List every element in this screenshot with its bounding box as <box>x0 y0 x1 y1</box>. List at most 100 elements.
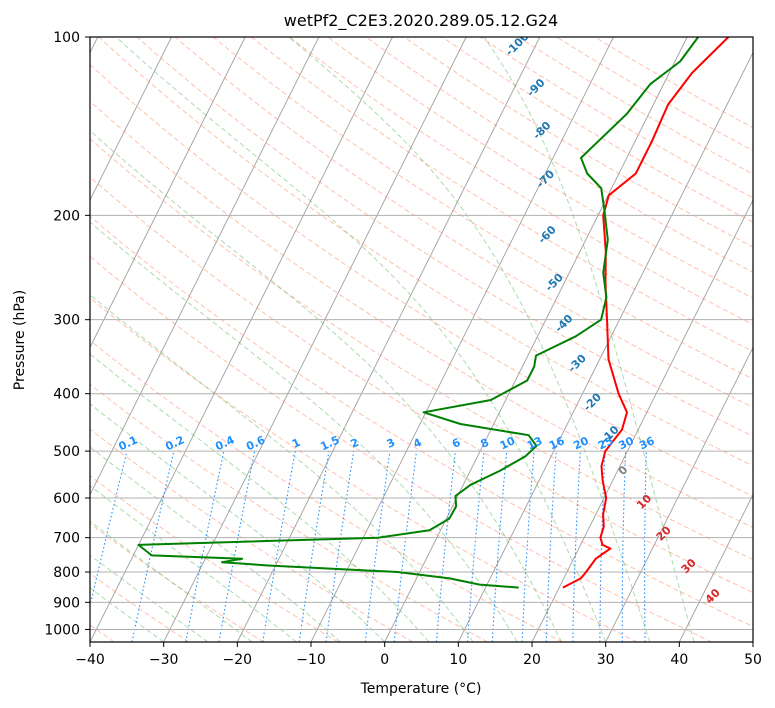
isotherm-line <box>384 37 688 642</box>
moist-adiabat-line <box>90 587 164 642</box>
y-tick-label: 400 <box>53 387 80 403</box>
mixing-ratio-line <box>131 450 175 642</box>
mixing-ratio-label: 6 <box>450 436 463 451</box>
x-tick-label: 20 <box>523 652 541 668</box>
dry-adiabat-line <box>90 475 339 642</box>
dry-adiabat-line <box>289 37 753 326</box>
mixing-ratio-label: 0.6 <box>244 433 267 453</box>
mixing-ratio-line <box>545 451 557 642</box>
moist-adiabat-line <box>90 294 474 642</box>
mixing-ratio-label: 10 <box>498 434 518 452</box>
y-tick-label: 900 <box>53 595 80 611</box>
y-axis-label: Pressure (hPa) <box>12 290 28 390</box>
mixing-ratio-label: 1.5 <box>318 433 341 453</box>
dry-adiabat-line <box>90 176 753 594</box>
chart-title: wetPf2_C2E3.2020.289.05.12.G24 <box>284 11 558 31</box>
moist-adiabat-line <box>288 37 651 642</box>
dry-adiabat-line <box>518 37 753 175</box>
x-tick-label: 0 <box>380 652 389 668</box>
mixing-ratio-label: 4 <box>411 436 424 451</box>
isotherm-line <box>163 37 467 642</box>
mixing-ratio-label: 16 <box>547 434 567 452</box>
dry-adiabat-line <box>90 383 488 642</box>
dry-adiabat-label: 30 <box>679 556 699 576</box>
isotherm-line <box>236 37 541 642</box>
mixing-ratio-label: 20 <box>571 434 591 452</box>
mixing-ratio-line <box>262 450 296 642</box>
dry-adiabat-line <box>403 37 753 248</box>
dry-adiabat-line <box>594 37 753 129</box>
dry-adiabat-line <box>136 37 753 437</box>
mixing-ratio-label: 2 <box>349 436 361 451</box>
dry-adiabat-line <box>90 100 753 529</box>
dry-adiabat-label: 10 <box>634 492 654 512</box>
mixing-ratio-line <box>393 451 418 642</box>
mixing-ratio-line <box>185 450 225 642</box>
isotherm-line <box>310 37 614 642</box>
isotherm-line <box>90 37 246 349</box>
dry-adiabat-line <box>90 428 414 642</box>
dry-adiabat-line <box>174 37 753 408</box>
mixing-ratio-label: 13 <box>525 434 544 452</box>
mixing-ratio-label: 0.1 <box>117 433 140 453</box>
isotherm-line <box>752 640 753 642</box>
dry-adiabat-label: -70 <box>534 167 557 190</box>
dry-adiabat-line <box>98 37 753 467</box>
moist-adiabat-line <box>90 130 562 642</box>
mixing-ratio-line <box>364 451 391 642</box>
x-tick-label: 10 <box>449 652 467 668</box>
y-tick-label: 100 <box>53 30 80 46</box>
isotherm-line <box>605 346 753 642</box>
dry-adiabat-label: -90 <box>524 76 547 99</box>
moist-adiabat-line <box>483 37 695 642</box>
pressure-gridlines <box>90 37 753 630</box>
x-tick-label: −10 <box>296 652 326 668</box>
isotherm-line <box>457 51 753 642</box>
moist-adiabat-line <box>90 446 341 642</box>
dry-adiabat-label: -60 <box>536 223 559 246</box>
mixing-ratio-line <box>644 451 647 642</box>
moist-adiabat-line <box>90 403 386 642</box>
isotherm-line <box>678 493 753 642</box>
x-tick-label: 30 <box>597 652 615 668</box>
x-tick-label: −30 <box>149 652 179 668</box>
mixing-ratio-label: 3 <box>385 436 397 451</box>
y-tick-label: 500 <box>53 444 80 460</box>
dewpoint-profile-line <box>137 37 700 589</box>
mixing-ratio-line <box>621 451 627 642</box>
y-tick-label: 300 <box>53 313 80 329</box>
isotherm-line <box>90 37 393 642</box>
dry-adiabat-line <box>212 37 753 380</box>
dry-adiabat-label: -30 <box>566 351 589 374</box>
isotherm-line <box>90 37 320 496</box>
y-tick-label: 200 <box>53 208 80 224</box>
x-tick-label: 40 <box>670 652 688 668</box>
mixing-ratio-line <box>218 450 256 642</box>
y-tick-label: 800 <box>53 565 80 581</box>
dry-adiabat-line <box>480 37 753 199</box>
mixing-ratio-label: 8 <box>479 436 491 451</box>
mixing-ratio-line <box>435 451 456 642</box>
y-tick-label: 700 <box>53 531 80 547</box>
dry-adiabat-line <box>90 138 753 561</box>
dry-adiabat-label: -100 <box>503 30 532 59</box>
mixing-ratio-line <box>298 451 330 642</box>
moist-adiabat-line <box>115 37 607 642</box>
mixing-ratio-label: 0.2 <box>163 433 186 453</box>
moist-adiabat-line <box>90 221 518 642</box>
moist-adiabat-line <box>90 554 209 642</box>
plot-frame <box>89 36 754 643</box>
mixing-ratio-line <box>325 451 355 642</box>
dry-adiabat-line <box>556 37 753 152</box>
moist-adiabat-line <box>90 353 430 642</box>
mixing-ratio-label: 0.4 <box>213 433 236 453</box>
dry-adiabat-line <box>365 37 753 273</box>
x-axis-ticks: −40 −30 −20 −10 0 10 20 30 40 50 <box>75 642 762 668</box>
dry-adiabat-line <box>90 297 638 642</box>
x-tick-label: −20 <box>223 652 253 668</box>
dry-adiabat-line <box>90 215 753 628</box>
dry-adiabat-label: 0 <box>616 463 631 478</box>
x-axis-label: Temperature (°C) <box>360 681 482 697</box>
mixing-ratio-label: 30 <box>617 434 637 452</box>
